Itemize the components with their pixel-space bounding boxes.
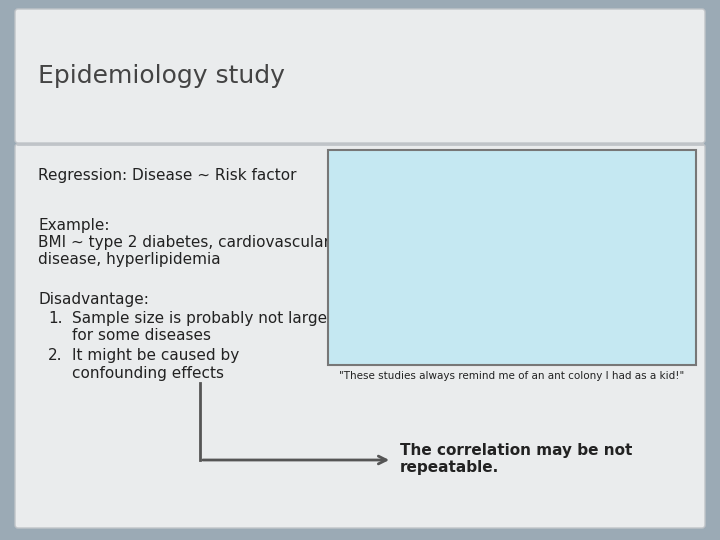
- Text: Disadvantage:: Disadvantage:: [38, 292, 149, 307]
- Text: Sample size is probably not large: Sample size is probably not large: [72, 311, 327, 326]
- Text: 2.: 2.: [48, 348, 63, 363]
- FancyBboxPatch shape: [15, 9, 705, 143]
- Text: 1.: 1.: [48, 311, 63, 326]
- Text: BMI ~ type 2 diabetes, cardiovascular: BMI ~ type 2 diabetes, cardiovascular: [38, 235, 330, 250]
- Bar: [328, 150, 696, 365]
- Text: The correlation may be not: The correlation may be not: [400, 443, 632, 458]
- Text: It might be caused by: It might be caused by: [72, 348, 239, 363]
- Text: Epidemiology study: Epidemiology study: [38, 64, 285, 88]
- Text: repeatable.: repeatable.: [400, 460, 499, 475]
- Text: for some diseases: for some diseases: [72, 328, 211, 343]
- Text: "These studies always remind me of an ant colony I had as a kid!": "These studies always remind me of an an…: [339, 371, 685, 381]
- Text: Regression: Disease ~ Risk factor: Regression: Disease ~ Risk factor: [38, 168, 297, 183]
- Text: Example:: Example:: [38, 218, 109, 233]
- Text: disease, hyperlipidemia: disease, hyperlipidemia: [38, 252, 220, 267]
- Text: confounding effects: confounding effects: [72, 366, 224, 381]
- FancyBboxPatch shape: [15, 144, 705, 528]
